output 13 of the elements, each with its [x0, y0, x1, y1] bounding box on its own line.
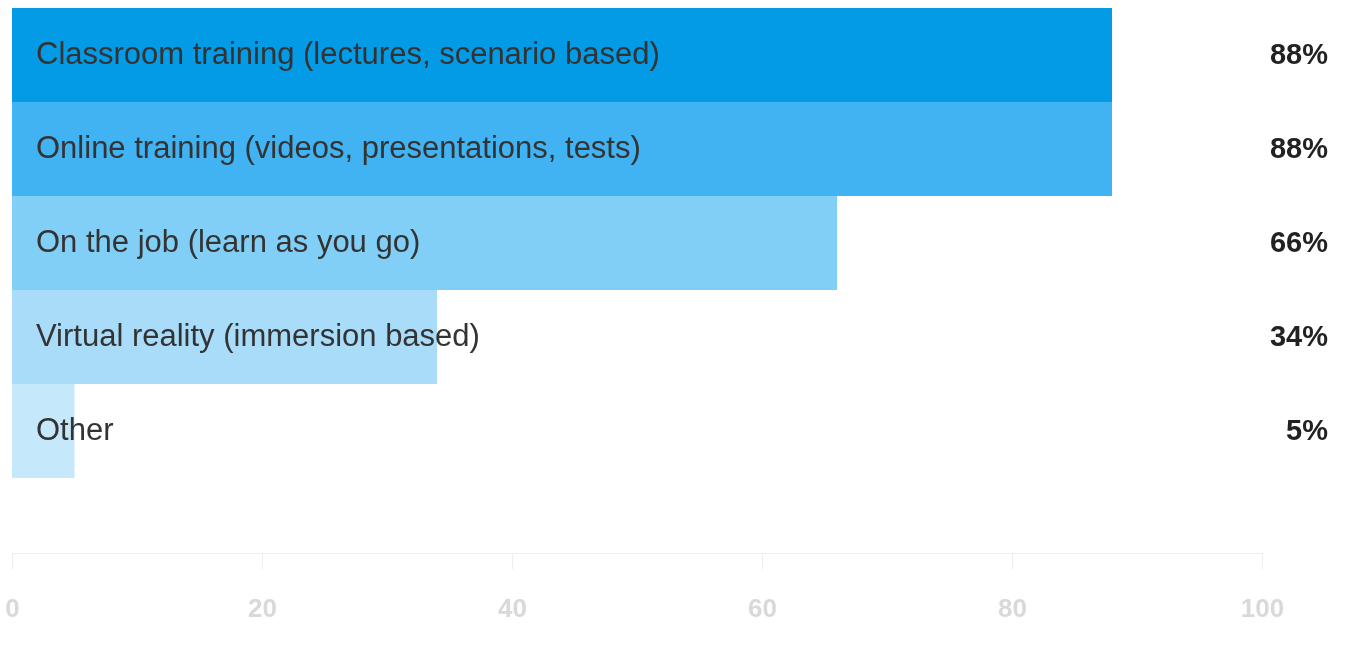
y-tick-label: Classroom training (lectures, scenario based)	[36, 36, 660, 71]
data-label: 66%	[1269, 226, 1329, 258]
bar	[12, 196, 837, 290]
y-tick-label: Virtual reality (immersion based)	[36, 318, 480, 353]
data-label: 88%	[1269, 132, 1329, 164]
data-label: 88%	[1269, 38, 1329, 70]
y-tick-label: Other	[36, 412, 114, 447]
data-label: 5%	[1286, 414, 1329, 446]
y-tick-label: On the job (learn as you go)	[36, 224, 421, 259]
bar	[12, 102, 1112, 196]
data-label: 34%	[1269, 320, 1329, 352]
bar	[12, 8, 1112, 102]
y-tick-label: Online training (videos, presentations, tests)	[36, 130, 641, 165]
